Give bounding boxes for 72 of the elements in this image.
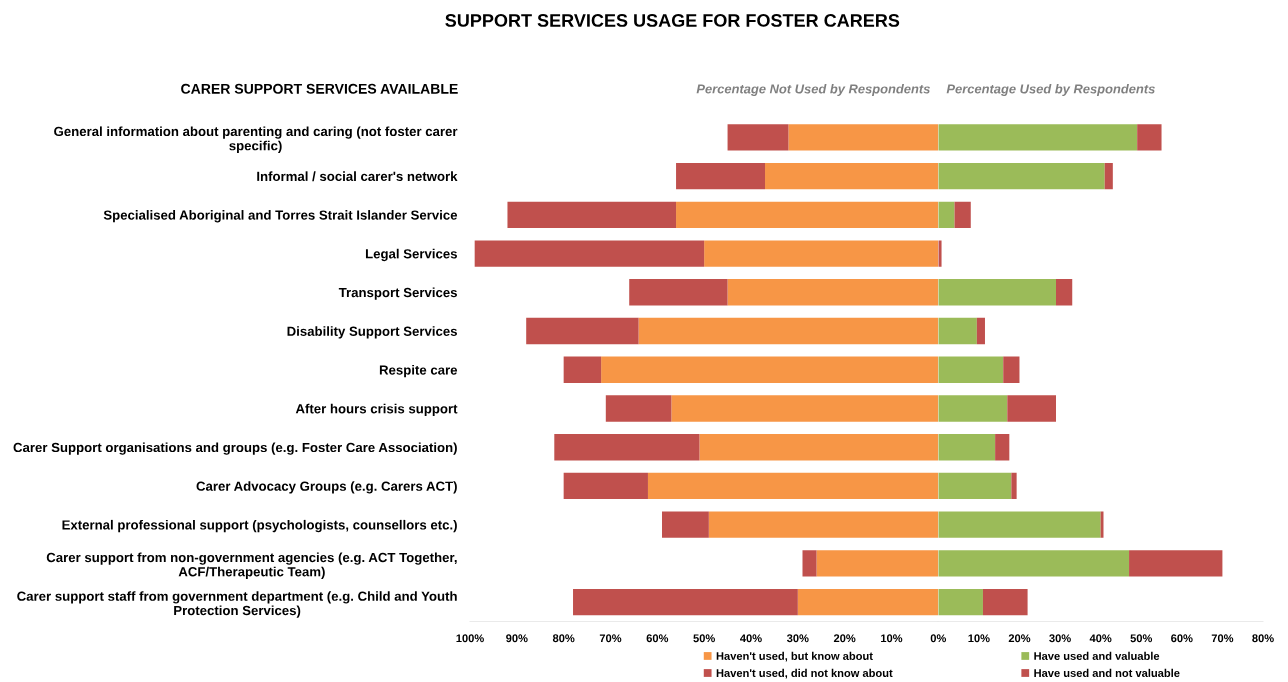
- bar: [938, 356, 1004, 383]
- y-tick-label: Informal / social carer's network: [257, 171, 458, 182]
- legend-label: Haven't used, did not know about: [716, 668, 893, 679]
- x-tick-label: 70%: [599, 634, 622, 643]
- bar: [995, 434, 1010, 461]
- y-tick-label: Disability Support Services: [287, 326, 457, 339]
- y-tick-label: Carer support staff from government department (e.g. Child and Youth Protection Services): [17, 591, 457, 618]
- bar: [563, 356, 602, 383]
- bar: [802, 550, 817, 577]
- x-tick-label: 40%: [1089, 634, 1112, 643]
- bar: [938, 201, 955, 228]
- x-tick-label: 20%: [1008, 634, 1031, 643]
- x-tick-label: 30%: [786, 634, 809, 643]
- bar: [954, 201, 971, 228]
- bar: [938, 395, 1008, 422]
- bar: [629, 279, 728, 306]
- bar: [938, 317, 977, 345]
- bar: [938, 472, 1012, 500]
- legend-label: Have used and valuable: [1034, 651, 1160, 660]
- y-tick-label: Carer support from non-government agencies (e.g. ACT Together, ACF/Therapeutic Team): [46, 552, 457, 580]
- bar: [676, 162, 766, 190]
- x-tick-label: 60%: [1171, 634, 1193, 643]
- y-tick-label: Respite care: [379, 364, 458, 378]
- x-tick-label: 10%: [881, 634, 903, 643]
- y-tick-label: Specialised Aboriginal and Torres Strait Islander Service: [103, 210, 458, 223]
- bar: [938, 240, 942, 267]
- legend-label: Haven't used, but know about: [716, 651, 873, 662]
- bar: [474, 240, 705, 267]
- bar: [1137, 124, 1162, 151]
- x-tick-label: 80%: [1252, 634, 1274, 643]
- bar: [605, 395, 672, 422]
- bar: [1011, 472, 1017, 500]
- y-axis-title: CARER SUPPORT SERVICES AVAILABLE: [181, 83, 458, 94]
- y-tick-label: Transport Services: [338, 287, 457, 300]
- x-tick-label: 80%: [552, 634, 575, 643]
- x-tick-label: 30%: [1049, 634, 1071, 643]
- bar: [976, 317, 985, 345]
- bar: [938, 434, 996, 461]
- y-tick-label: General information about parenting and caring (not foster carer specific): [54, 126, 458, 153]
- bar: [727, 124, 789, 151]
- bar: [573, 588, 798, 616]
- bar: [1129, 550, 1223, 577]
- bar: [938, 588, 983, 616]
- legend-label: Have used and not valuable: [1034, 668, 1180, 677]
- bar: [526, 317, 639, 345]
- bar: [554, 434, 700, 461]
- bar: [507, 201, 677, 228]
- bar: [662, 511, 709, 538]
- x-tick-label: 90%: [506, 634, 528, 643]
- chart-subtitle: Percentage Not Used by Respondents: [696, 83, 930, 97]
- x-tick-label: 60%: [646, 634, 669, 643]
- bar: [1003, 356, 1020, 383]
- bar: [563, 472, 648, 500]
- chart-subtitle: Percentage Used by Respondents: [946, 83, 1155, 97]
- x-tick-label: 0%: [930, 634, 947, 643]
- y-tick-label: External professional support (psychologists, counsellors etc.): [62, 519, 457, 533]
- x-tick-label: 100%: [456, 634, 484, 643]
- y-tick-label: Carer Support organisations and groups (e.g. Foster Care Association): [13, 442, 457, 455]
- bar: [1007, 395, 1056, 422]
- x-tick-label: 70%: [1211, 634, 1234, 643]
- bar: [982, 588, 1028, 616]
- x-tick-label: 40%: [740, 634, 762, 643]
- y-tick-label: After hours crisis support: [295, 403, 458, 416]
- bar: [1056, 279, 1073, 306]
- bar: [1104, 162, 1113, 190]
- x-tick-label: 10%: [968, 634, 990, 643]
- x-tick-label: 50%: [1130, 634, 1153, 643]
- y-tick-label: Carer Advocacy Groups (e.g. Carers ACT): [196, 481, 457, 494]
- x-tick-label: 20%: [833, 634, 856, 643]
- y-tick-label: Legal Services: [365, 248, 457, 262]
- x-tick-label: 50%: [693, 634, 715, 643]
- chart-title: SUPPORT SERVICES USAGE FOR FOSTER CARERS: [445, 14, 900, 27]
